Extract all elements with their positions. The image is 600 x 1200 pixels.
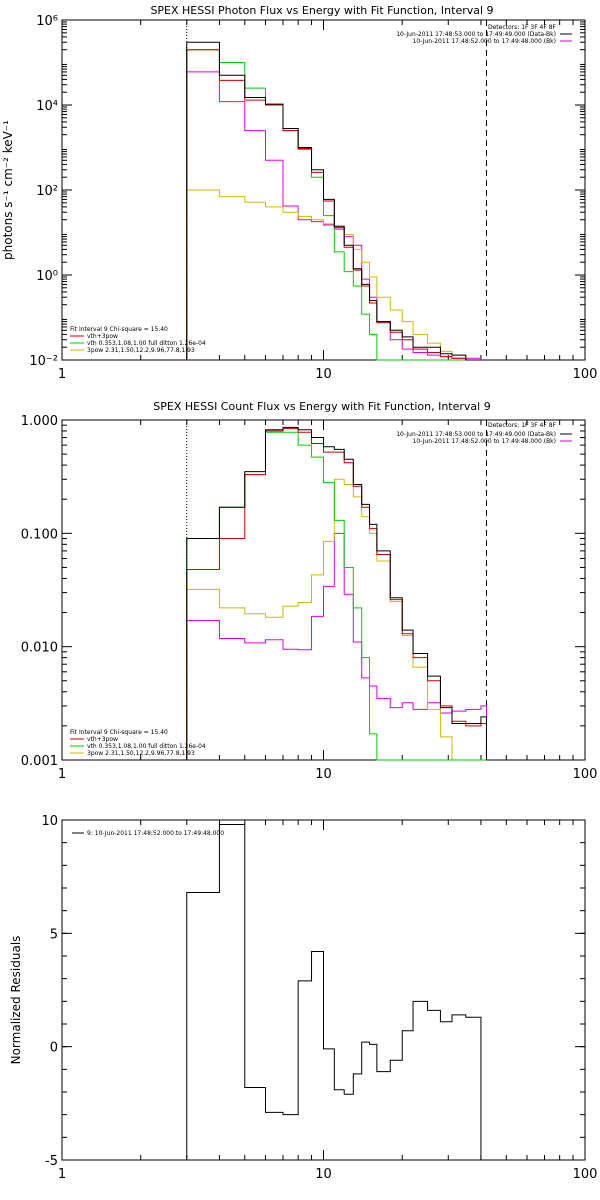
resid-plot: 1 10 100 -5 0 5 10 xyxy=(41,814,597,1182)
count-series-vth-3pow xyxy=(186,428,487,760)
count-detectors-label: Detectors: 1F 3F 4F 8F xyxy=(488,422,557,429)
photon-fit-vth: vth 0.353,1.08,1.00 full ditton 1.26e-04 xyxy=(87,340,206,347)
photon-x-tick-label: 10 xyxy=(315,367,332,382)
photon-detectors-label: Detectors: 1F 3F 4F 8F xyxy=(488,24,557,31)
photon-y-axis-label: photons s⁻¹ cm⁻² keV⁻¹ xyxy=(1,120,15,260)
resid-y-tick-label: 0 xyxy=(50,1041,58,1056)
count-x-tick-label: 100 xyxy=(573,767,598,782)
resid-y-tick-label: 5 xyxy=(50,927,58,942)
count-y-tick-label: 0.010 xyxy=(21,641,58,656)
count-x-tick-label: 10 xyxy=(315,767,332,782)
photon-fit-header: Fit Interval 9 Chi-square = 15.40 xyxy=(70,326,168,333)
resid-legend: 9: 10-Jun-2011 17:48:52.000 to 17:49:48.… xyxy=(87,830,224,837)
count-y-tick-label: 0.001 xyxy=(21,754,58,769)
photon-y-tick-label: 10² xyxy=(36,184,58,199)
photon-plot-title: SPEX HESSI Photon Flux vs Energy with Fi… xyxy=(150,4,493,17)
photon-fit-total: vth+3pow xyxy=(87,333,118,340)
count-plot: 1 10 100 0.001 0.010 0.100 1.000 xyxy=(21,414,598,782)
count-fit-header: Fit Interval 9 Chi-square = 15.40 xyxy=(70,729,168,736)
photon-series-vth xyxy=(186,49,481,361)
count-series-3pow xyxy=(186,478,487,761)
count-x-tick-label: 1 xyxy=(58,767,66,782)
count-plot-title: SPEX HESSI Count Flux vs Energy with Fit… xyxy=(153,400,490,413)
count-fit-pow: 3pow 2.31,1.50,12.2,9.96,77.8,1.93 xyxy=(87,750,195,757)
count-y-tick-label: 0.100 xyxy=(21,527,58,542)
photon-legend-data: 10-Jun-2011 17:48:53.000 to 17:49:49.000… xyxy=(396,31,556,38)
resid-x-tick-label: 1 xyxy=(58,1167,66,1182)
photon-y-tick-label: 10⁰ xyxy=(36,269,58,284)
photon-y-tick-label: 10⁶ xyxy=(36,14,58,29)
count-fit-total: vth+3pow xyxy=(87,736,118,743)
resid-y-tick-label: 10 xyxy=(41,814,58,829)
photon-series-vth-3pow xyxy=(186,49,481,361)
resid-series-data-bk xyxy=(186,824,482,1160)
count-series-bk xyxy=(186,532,487,760)
photon-x-tick-label: 1 xyxy=(58,367,66,382)
resid-y-tick-label: -5 xyxy=(45,1154,58,1169)
count-fit-vth: vth 0.353,1.08,1.00 full ditton 1.26e-04 xyxy=(87,743,206,750)
photon-y-tick-label: 10⁻² xyxy=(29,354,58,369)
count-y-tick-label: 1.000 xyxy=(21,414,58,429)
resid-x-tick-label: 10 xyxy=(315,1167,332,1182)
photon-y-tick-label: 10⁴ xyxy=(36,99,58,114)
photon-series-data-bk xyxy=(186,41,481,361)
count-series-vth xyxy=(186,431,487,761)
photon-x-tick-label: 100 xyxy=(573,367,598,382)
photon-legend-bk: 10-Jun-2011 17:48:52.000 to 17:49:48.000… xyxy=(413,38,556,45)
photon-fit-pow: 3pow 2.31,1.50,12.2,9.96,77.8,1.93 xyxy=(87,347,195,354)
residual-y-axis-label: Normalized Residuals xyxy=(9,936,23,1065)
count-series-data-bk xyxy=(186,426,487,760)
resid-x-tick-label: 100 xyxy=(573,1167,598,1182)
photon-plot: 1 10 100 10⁻² 10⁰ 10² 10⁴ 10⁶ xyxy=(29,14,597,382)
count-legend-bk: 10-Jun-2011 17:48:52.000 to 17:49:48.000… xyxy=(413,438,556,445)
count-legend-data: 10-Jun-2011 17:48:53.000 to 17:49:49.000… xyxy=(396,431,556,438)
